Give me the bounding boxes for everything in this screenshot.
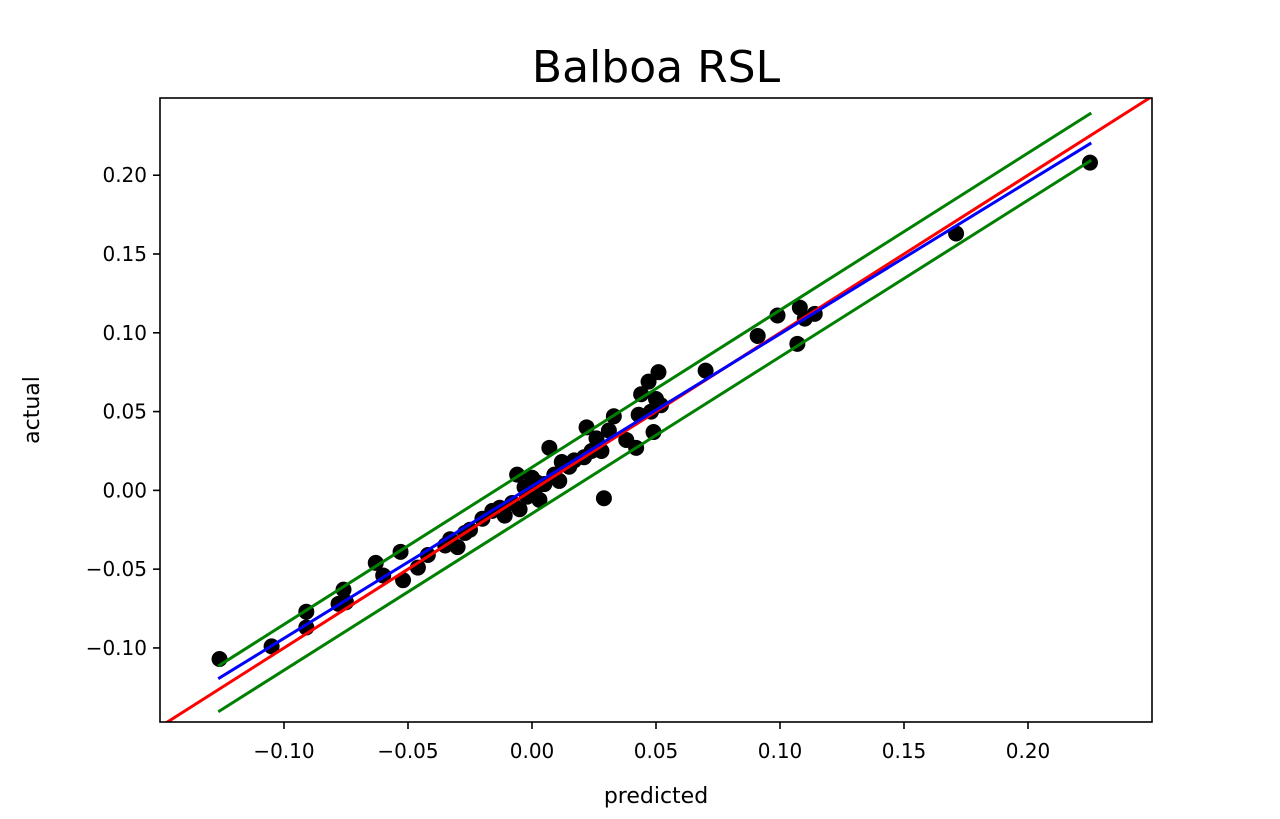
scatter-point bbox=[409, 559, 426, 576]
x-tick-label: 0.00 bbox=[510, 739, 555, 763]
x-tick-label: 0.15 bbox=[882, 739, 927, 763]
scatter-point bbox=[449, 539, 466, 556]
x-tick-label: −0.05 bbox=[377, 739, 438, 763]
upper-band-line bbox=[217, 111, 1093, 668]
y-tick-label: −0.10 bbox=[86, 636, 147, 660]
scatter-point bbox=[697, 362, 714, 379]
scatter-point bbox=[645, 424, 662, 441]
scatter-point bbox=[511, 501, 528, 518]
y-axis-label: actual bbox=[20, 376, 45, 444]
x-axis-label: predicted bbox=[604, 784, 708, 809]
chart-title: Balboa RSL bbox=[532, 42, 781, 93]
lower-band-line bbox=[217, 158, 1093, 714]
scatter-point bbox=[541, 439, 558, 456]
scatter-point bbox=[531, 491, 548, 508]
y-tick-label: 0.20 bbox=[102, 163, 147, 187]
y-tick-label: 0.15 bbox=[102, 242, 147, 266]
x-tick-label: 0.05 bbox=[634, 739, 679, 763]
x-tick-label: 0.20 bbox=[1006, 739, 1051, 763]
line-series bbox=[164, 98, 1152, 722]
scatter-point bbox=[650, 364, 667, 381]
scatter-point bbox=[749, 327, 766, 344]
scatter-point bbox=[633, 386, 650, 403]
fit-line bbox=[217, 141, 1093, 680]
scatter-point bbox=[769, 307, 786, 324]
y-tick-label: 0.10 bbox=[102, 321, 147, 345]
y-tick-label: 0.00 bbox=[102, 478, 147, 502]
y-tick-label: −0.05 bbox=[86, 557, 147, 581]
plot-area: −0.10 −0.05 0.00 0.05 0.10 0.15 0.20 −0.10 −0.05… bbox=[86, 97, 1153, 763]
x-tick-label: −0.10 bbox=[253, 739, 314, 763]
scatter-point bbox=[595, 490, 612, 507]
scatter-point bbox=[640, 373, 657, 390]
y-tick-label: 0.05 bbox=[102, 400, 147, 424]
scatter-point bbox=[600, 422, 617, 439]
scatter-point bbox=[367, 554, 384, 571]
x-tick-label: 0.10 bbox=[758, 739, 803, 763]
